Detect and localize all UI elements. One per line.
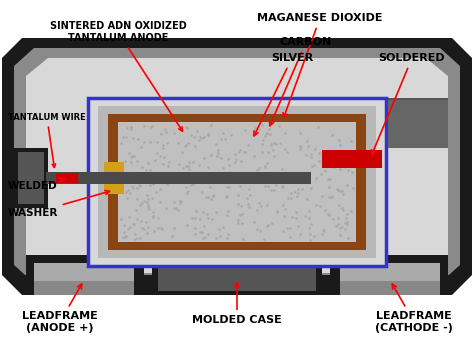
Bar (330, 255, 448, 295)
Bar (340, 263, 440, 281)
Polygon shape (2, 38, 472, 295)
Bar (322, 275, 452, 295)
Bar (18, 152, 44, 204)
Bar (22, 275, 152, 295)
Text: SINTERED ADN OXIDIZED
TANTALUM ANODE: SINTERED ADN OXIDIZED TANTALUM ANODE (50, 21, 186, 131)
Bar (56, 173, 78, 183)
Bar (104, 162, 124, 172)
Text: SILVER: SILVER (254, 53, 313, 136)
Bar (108, 114, 366, 250)
Text: SOLDERED: SOLDERED (372, 53, 445, 155)
Bar (34, 263, 134, 295)
Bar (322, 150, 382, 168)
Text: TANTALUM WIRE: TANTALUM WIRE (8, 113, 86, 167)
Text: LEADFRAME
(ANODE +): LEADFRAME (ANODE +) (22, 284, 98, 333)
Bar (118, 122, 356, 242)
Bar (104, 184, 124, 194)
Text: WELDED: WELDED (8, 178, 64, 191)
Bar (34, 263, 134, 281)
Bar (14, 148, 48, 208)
Bar (88, 98, 386, 266)
Text: MOLDED CASE: MOLDED CASE (192, 283, 282, 325)
Polygon shape (14, 48, 460, 283)
Bar (158, 263, 316, 291)
Text: CARBON: CARBON (270, 37, 332, 126)
Text: WASHER: WASHER (8, 190, 109, 218)
Bar (386, 98, 448, 148)
Text: MAGANESE DIOXIDE: MAGANESE DIOXIDE (257, 13, 383, 118)
Bar (98, 106, 376, 258)
Bar (340, 263, 440, 295)
Polygon shape (26, 58, 448, 273)
Bar (152, 255, 322, 295)
Bar (26, 255, 144, 295)
Bar (88, 98, 386, 266)
Bar (46, 172, 311, 184)
Bar (388, 100, 448, 148)
Text: LEADFRAME
(CATHODE -): LEADFRAME (CATHODE -) (375, 284, 453, 333)
